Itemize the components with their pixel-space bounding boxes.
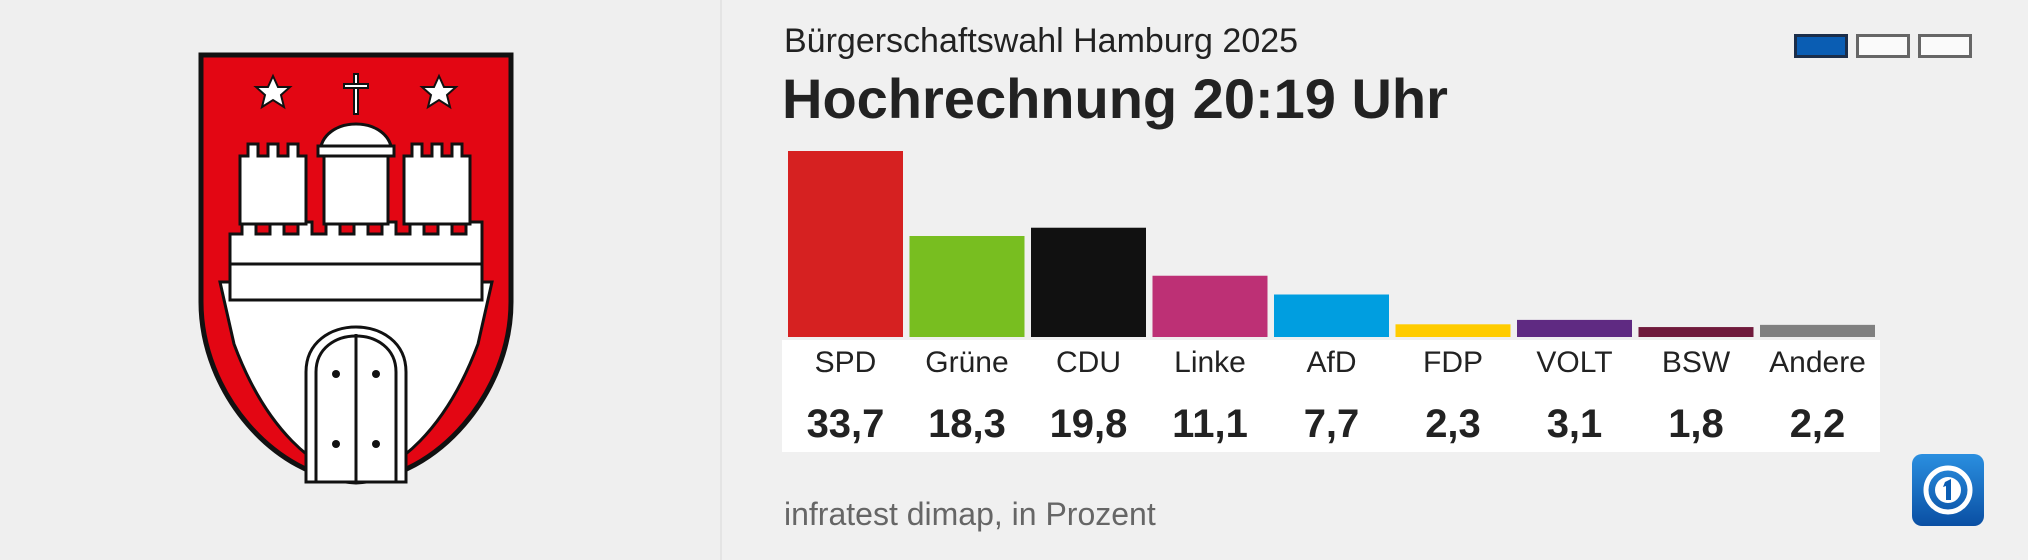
party-label: Andere	[1769, 346, 1866, 379]
value-label: 18,3	[928, 402, 1006, 446]
hamburg-coat-of-arms-icon	[198, 52, 514, 485]
pager-page-1[interactable]	[1794, 34, 1848, 58]
party-label: CDU	[1056, 346, 1121, 379]
bar-linke	[1152, 275, 1268, 337]
slide-pager[interactable]	[1794, 34, 1972, 58]
value-label: 19,8	[1050, 402, 1128, 446]
value-label: 11,1	[1172, 402, 1248, 446]
party-label: Linke	[1174, 346, 1246, 379]
chart-subtitle: Bürgerschaftswahl Hamburg 2025	[784, 22, 1299, 60]
bar-volt	[1517, 319, 1632, 337]
bar-spd	[788, 151, 903, 337]
panel-divider	[720, 0, 722, 560]
bar-chart: SPD 33,7 Grüne 18,3 CDU 19,8 Linke 11,1 AfD 7,7 FD…	[782, 151, 1880, 452]
party-label: AfD	[1306, 346, 1356, 379]
label-area	[782, 340, 1880, 452]
chart-title: Hochrechnung 20:19 Uhr	[782, 67, 1448, 130]
value-label: 2,2	[1790, 402, 1846, 446]
pager-page-2[interactable]	[1856, 34, 1910, 58]
party-label: FDP	[1423, 346, 1483, 379]
bar-cdu	[1031, 227, 1146, 337]
value-label: 7,7	[1304, 402, 1360, 446]
party-label: Grüne	[925, 346, 1008, 379]
source-note: infratest dimap, in Prozent	[784, 496, 1156, 532]
bar-bsw	[1638, 327, 1754, 337]
party-label: BSW	[1662, 346, 1731, 379]
bar-grüne	[909, 235, 1025, 337]
party-label: SPD	[815, 346, 877, 379]
ard-das-erste-logo-icon	[1912, 454, 1984, 526]
bar-andere	[1760, 324, 1875, 337]
value-label: 2,3	[1425, 402, 1481, 446]
party-label: VOLT	[1536, 346, 1612, 379]
value-label: 3,1	[1547, 402, 1603, 446]
coat-of-arms-panel	[0, 0, 720, 560]
bar-afd	[1274, 294, 1389, 337]
bar-fdp	[1395, 324, 1511, 337]
pager-page-3[interactable]	[1918, 34, 1972, 58]
value-label: 1,8	[1668, 402, 1724, 446]
value-label: 33,7	[807, 402, 885, 446]
